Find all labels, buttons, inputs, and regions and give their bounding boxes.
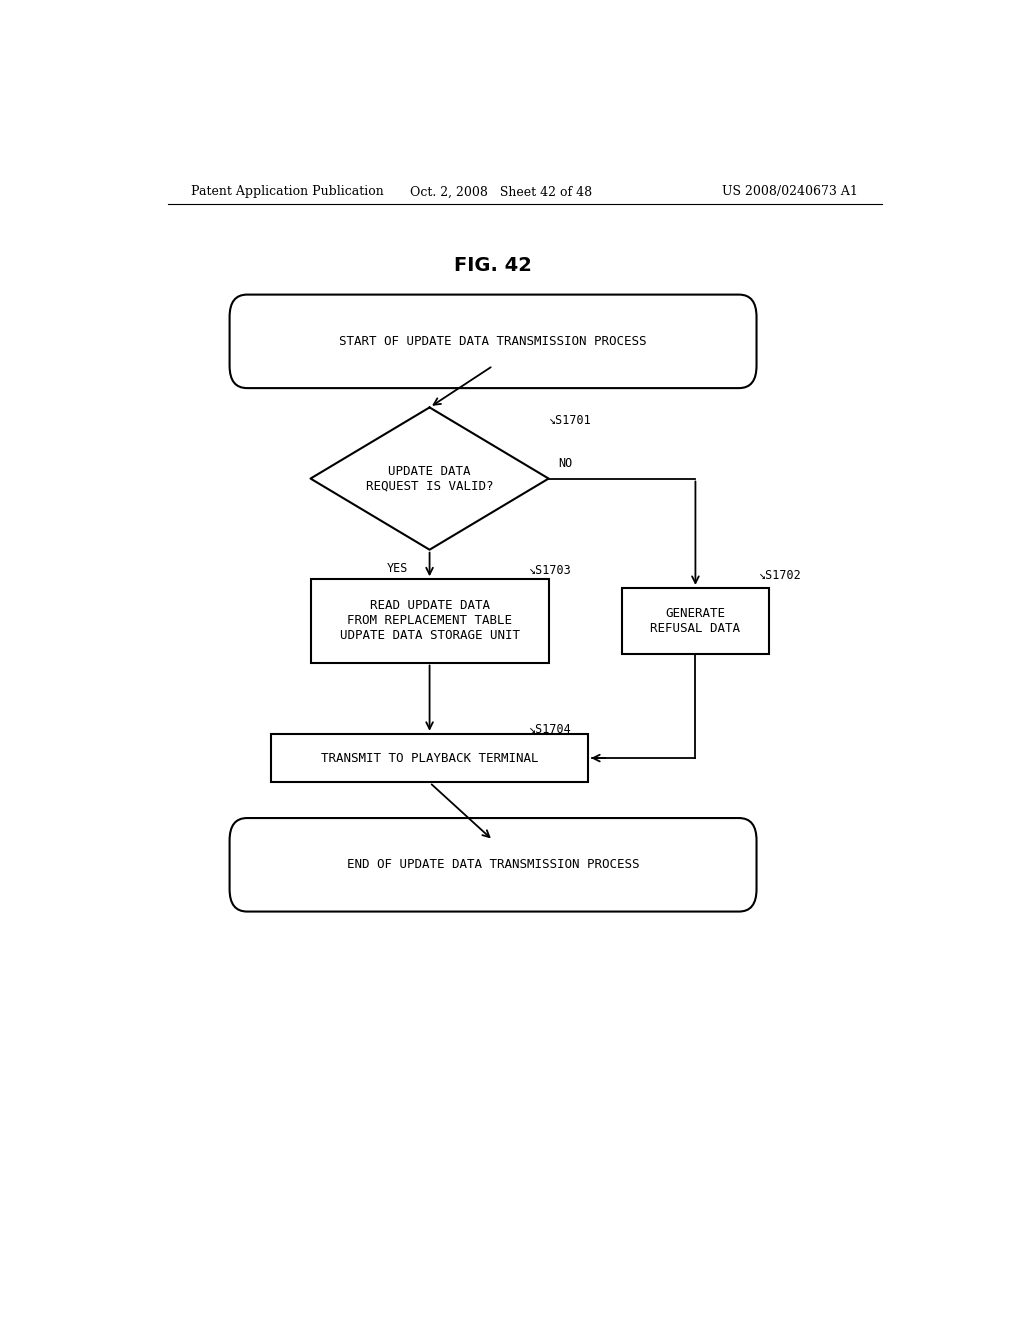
- Bar: [310, 579, 549, 663]
- Polygon shape: [310, 408, 549, 549]
- Bar: [622, 587, 769, 653]
- Text: ↘S1703: ↘S1703: [528, 564, 571, 577]
- FancyBboxPatch shape: [229, 818, 757, 912]
- Text: READ UPDATE DATA
FROM REPLACEMENT TABLE
UDPATE DATA STORAGE UNIT: READ UPDATE DATA FROM REPLACEMENT TABLE …: [340, 599, 519, 643]
- Text: Patent Application Publication: Patent Application Publication: [191, 185, 384, 198]
- Text: ↘S1702: ↘S1702: [759, 569, 802, 582]
- Text: ↘S1701: ↘S1701: [549, 414, 591, 428]
- Bar: [270, 734, 588, 783]
- Text: UPDATE DATA
REQUEST IS VALID?: UPDATE DATA REQUEST IS VALID?: [366, 465, 494, 492]
- Text: Oct. 2, 2008   Sheet 42 of 48: Oct. 2, 2008 Sheet 42 of 48: [410, 185, 592, 198]
- Text: END OF UPDATE DATA TRANSMISSION PROCESS: END OF UPDATE DATA TRANSMISSION PROCESS: [347, 858, 639, 871]
- Text: US 2008/0240673 A1: US 2008/0240673 A1: [722, 185, 858, 198]
- Text: TRANSMIT TO PLAYBACK TERMINAL: TRANSMIT TO PLAYBACK TERMINAL: [321, 751, 539, 764]
- Text: GENERATE
REFUSAL DATA: GENERATE REFUSAL DATA: [650, 607, 740, 635]
- Text: NO: NO: [558, 458, 572, 470]
- Text: FIG. 42: FIG. 42: [454, 256, 532, 275]
- FancyBboxPatch shape: [229, 294, 757, 388]
- Text: ↘S1704: ↘S1704: [528, 723, 571, 737]
- Text: START OF UPDATE DATA TRANSMISSION PROCESS: START OF UPDATE DATA TRANSMISSION PROCES…: [339, 335, 647, 348]
- Text: YES: YES: [387, 562, 409, 576]
